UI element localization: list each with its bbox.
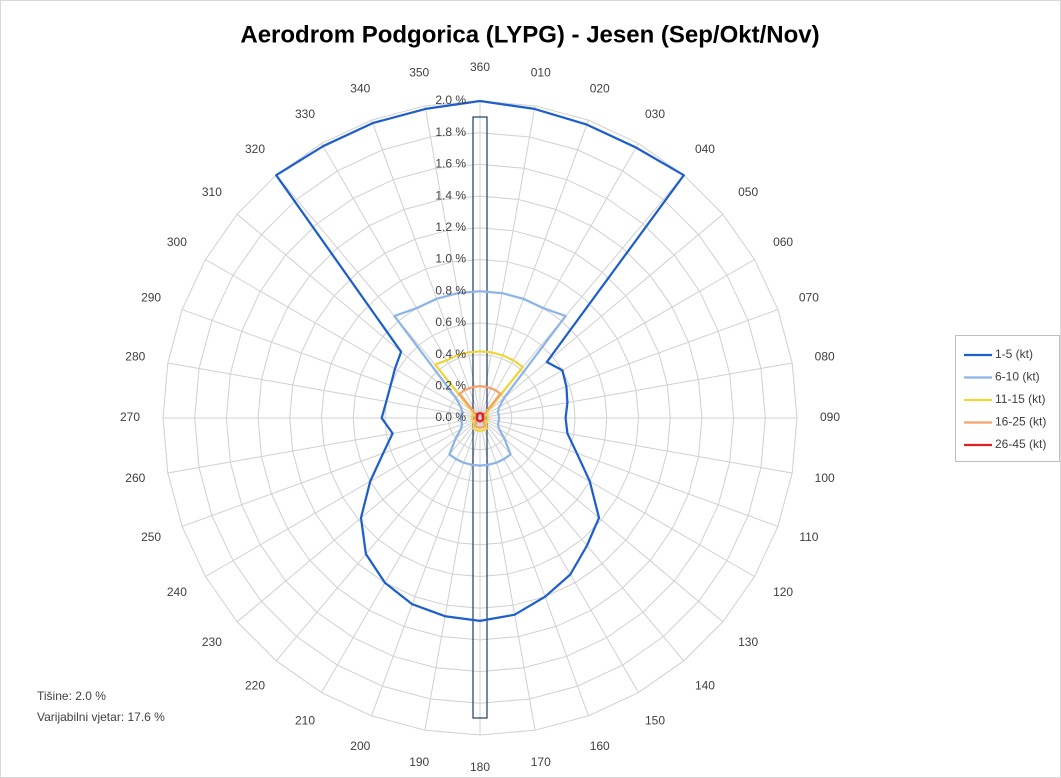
- grid-ring: [257, 195, 703, 641]
- category-label: 220: [245, 678, 265, 692]
- grid-ring: [352, 290, 608, 546]
- category-label: 160: [590, 739, 610, 753]
- category-label: 150: [645, 713, 665, 727]
- r-tick-label: 2.0 %: [435, 93, 466, 107]
- r-tick-label: 0.2 %: [435, 378, 466, 392]
- category-label: 100: [815, 471, 835, 485]
- category-label: 270: [120, 410, 140, 424]
- series-line: [434, 350, 524, 432]
- grid-ring: [289, 227, 671, 609]
- category-label: 130: [738, 635, 758, 649]
- category-label: 340: [350, 81, 370, 95]
- r-tick-label: 1.6 %: [435, 157, 466, 171]
- category-label: 290: [141, 290, 161, 304]
- category-label: 190: [409, 755, 429, 769]
- category-label: 200: [350, 739, 370, 753]
- category-label: 250: [141, 530, 161, 544]
- category-label: 230: [202, 635, 222, 649]
- annotation: Varijabilni vjetar: 17.6 %: [37, 710, 165, 724]
- category-label: 210: [295, 713, 315, 727]
- category-label: 180: [470, 760, 490, 774]
- r-tick-label: 1.4 %: [435, 188, 466, 202]
- category-label: 310: [202, 185, 222, 199]
- legend-box: [955, 335, 1060, 462]
- category-label: 140: [695, 678, 715, 692]
- series-line: [458, 385, 502, 429]
- category-label: 280: [125, 349, 145, 363]
- annotation: Tišine: 2.0 %: [37, 689, 106, 703]
- legend-label: 26-45 (kt): [995, 437, 1046, 451]
- grid-ring: [320, 258, 640, 578]
- legend-label: 1-5 (kt): [995, 347, 1033, 361]
- category-label: 060: [773, 235, 793, 249]
- category-label: 070: [799, 290, 819, 304]
- category-label: 350: [409, 65, 429, 79]
- category-label: 020: [590, 81, 610, 95]
- category-label: 090: [820, 410, 840, 424]
- category-label: 050: [738, 185, 758, 199]
- category-label: 300: [167, 235, 187, 249]
- grid-ring: [194, 132, 766, 704]
- legend-label: 6-10 (kt): [995, 370, 1040, 384]
- series-group: [275, 99, 685, 623]
- r-tick-label: 0.0 %: [435, 410, 466, 424]
- r-tick-label: 1.2 %: [435, 220, 466, 234]
- grid-ring: [416, 354, 544, 482]
- category-label: 030: [645, 107, 665, 121]
- legend-label: 11-15 (kt): [995, 392, 1045, 406]
- grid: [162, 100, 798, 736]
- r-tick-label: 0.4 %: [435, 347, 466, 361]
- category-label: 170: [531, 755, 551, 769]
- grid-ring: [162, 100, 798, 736]
- category-label: 360: [470, 60, 490, 74]
- chart-title: Aerodrom Podgorica (LYPG) - Jesen (Sep/O…: [240, 21, 819, 48]
- category-label: 110: [799, 530, 818, 544]
- category-label: 080: [815, 349, 835, 363]
- legend-label: 16-25 (kt): [995, 415, 1046, 429]
- r-tick-label: 1.0 %: [435, 252, 466, 266]
- series-line: [393, 290, 567, 467]
- category-label: 330: [295, 107, 315, 121]
- category-label: 010: [531, 65, 551, 79]
- category-label: 120: [773, 585, 793, 599]
- category-label: 260: [125, 471, 145, 485]
- r-tick-label: 0.6 %: [435, 315, 466, 329]
- category-label: 240: [167, 585, 187, 599]
- grid-ring: [447, 385, 513, 451]
- category-label: 040: [695, 142, 715, 156]
- series-line: [475, 412, 485, 423]
- series-line: [275, 99, 685, 623]
- r-tick-label: 1.8 %: [435, 125, 466, 139]
- grid-ring: [225, 163, 735, 673]
- r-tick-label: 0.8 %: [435, 283, 466, 297]
- category-label: 320: [245, 142, 265, 156]
- labels: 0.0 % 0.2 % 0.4 % 0.6 % 0.8 % 1.0 % 1.2 % 1.4 %…: [120, 60, 840, 774]
